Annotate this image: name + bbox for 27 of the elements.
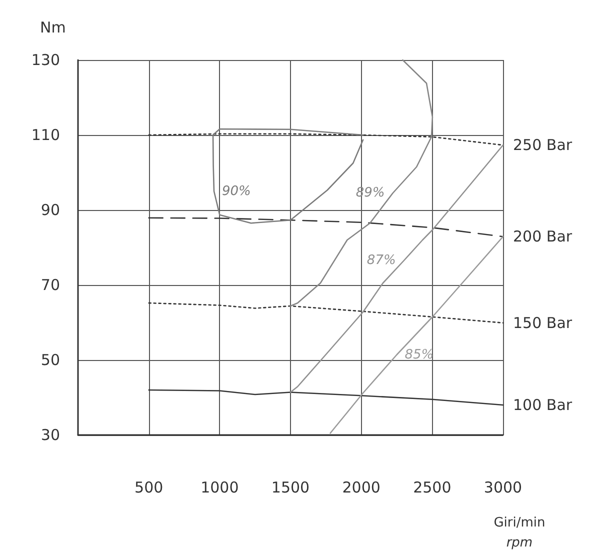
series-label: 250 Bar — [513, 136, 573, 154]
line-series — [148, 302, 504, 324]
y-axis-title: Nm — [40, 18, 66, 36]
series-label: 90% — [222, 184, 251, 199]
x-tick-label: 2500 — [413, 478, 452, 496]
line-series — [148, 217, 504, 238]
x-axis-title: Giri/min rpm — [494, 516, 546, 550]
series-label: 100 Bar — [513, 396, 573, 414]
y-tick-label: 30 — [40, 426, 60, 444]
line-series — [290, 59, 434, 307]
y-tick-label: 50 — [40, 351, 60, 369]
line-series — [330, 236, 504, 434]
line-series — [148, 389, 504, 406]
series-label: 87% — [366, 253, 396, 268]
x-tick-label: 1000 — [200, 478, 239, 496]
line-series — [148, 133, 504, 146]
x-tick-label: 500 — [134, 478, 164, 496]
x-tick-label: 1500 — [271, 478, 310, 496]
y-tick-label: 70 — [40, 276, 60, 294]
y-tick-label: 110 — [31, 126, 60, 144]
y-tick-label: 90 — [40, 201, 60, 219]
line-series — [290, 144, 504, 393]
series-label: 200 Bar — [513, 228, 573, 246]
series-label: 150 Bar — [513, 314, 573, 332]
x-tick-label: 2000 — [342, 478, 380, 496]
x-tick-label: 3000 — [484, 478, 522, 496]
y-tick-label: 130 — [31, 51, 60, 69]
